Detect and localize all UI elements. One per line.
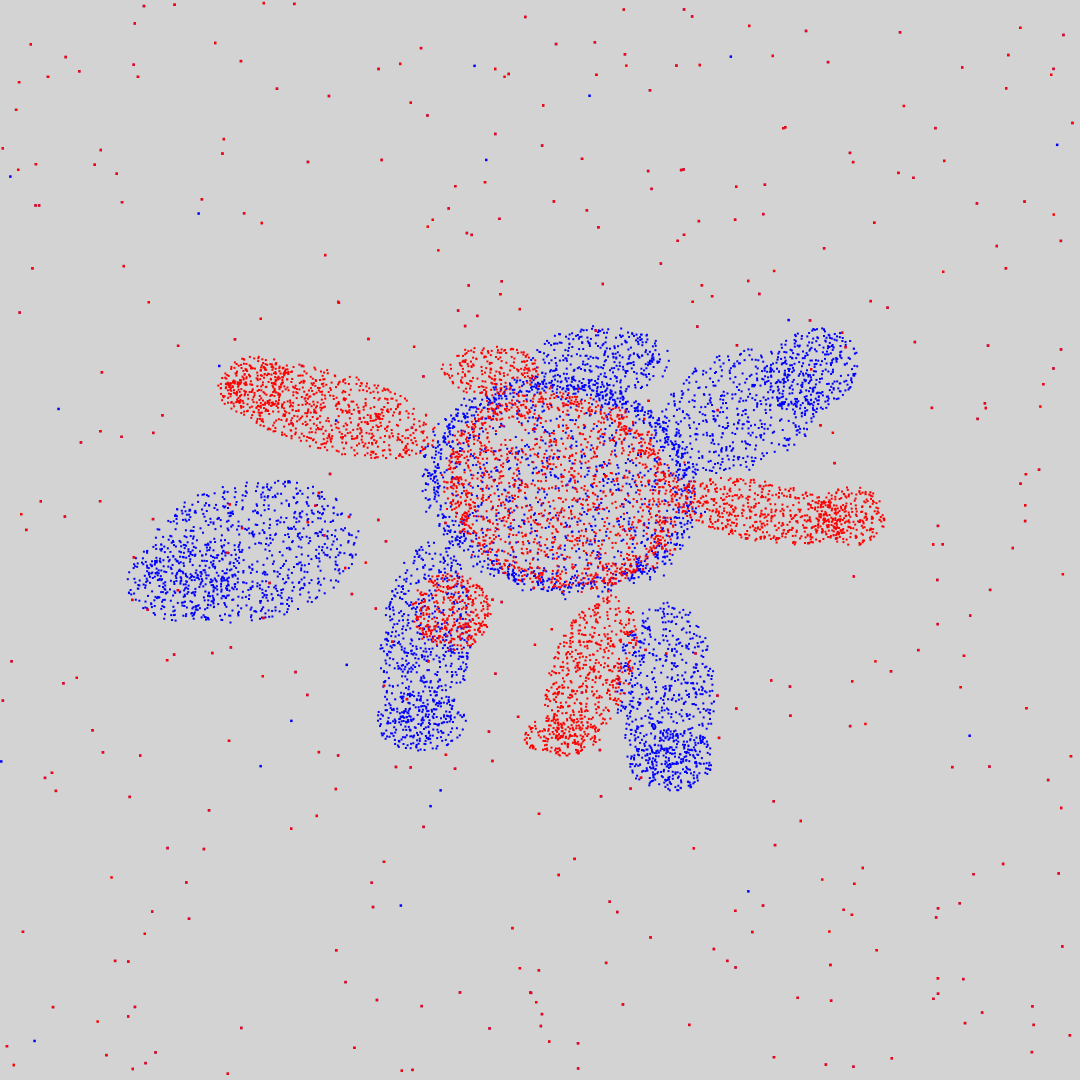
point-cloud-canvas[interactable] — [0, 0, 1080, 1080]
blue-point-cloud — [0, 1, 1074, 1075]
red-point-cloud — [1, 1, 1074, 1075]
point-cloud-viewport[interactable] — [0, 0, 1080, 1080]
